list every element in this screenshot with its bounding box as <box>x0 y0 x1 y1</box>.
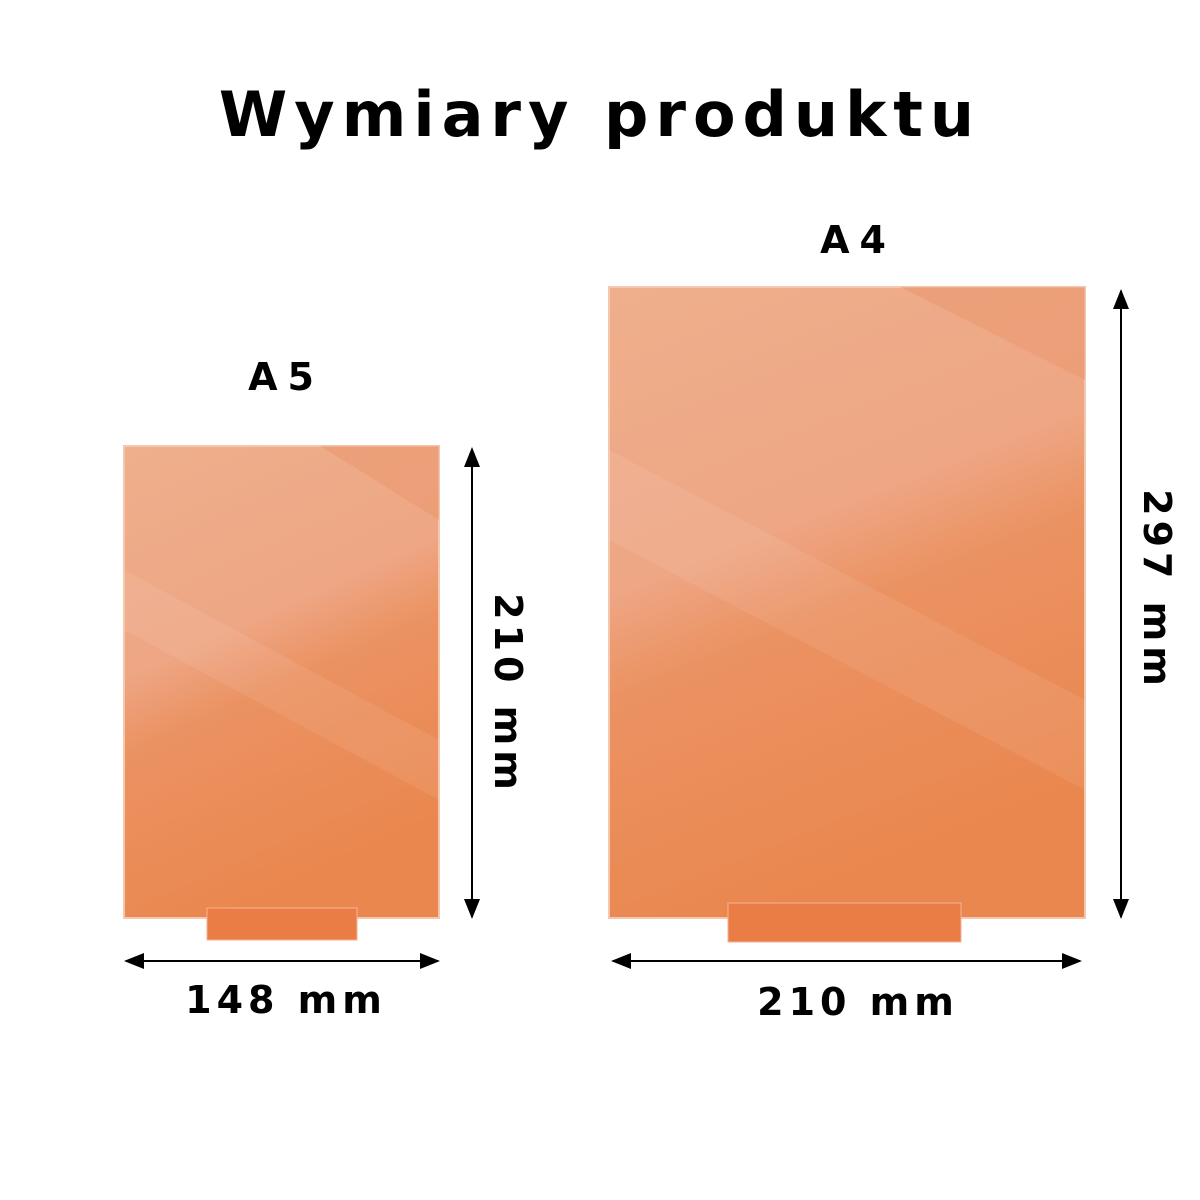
a4-height-label: 297 mm <box>1135 489 1179 691</box>
a4-label: A4 <box>820 218 896 262</box>
a4-panel <box>608 286 1086 919</box>
a4-glare <box>609 450 1085 790</box>
a5-product: A5 148 mm 210 mm <box>123 355 530 1022</box>
a5-corner-shade <box>320 446 439 520</box>
page-title: Wymiary produktu <box>219 78 981 151</box>
a4-width-label: 210 mm <box>757 980 959 1024</box>
a5-label: A5 <box>248 355 324 399</box>
a5-stand-base <box>206 907 358 941</box>
a5-glare <box>124 570 439 800</box>
a5-height-label: 210 mm <box>486 593 530 795</box>
a5-panel <box>123 445 440 919</box>
a5-width-label: 148 mm <box>185 978 387 1022</box>
a4-product: A4 210 mm 297 mm <box>608 218 1179 1024</box>
a4-corner-shade <box>900 287 1085 380</box>
a4-stand-base <box>727 902 962 943</box>
